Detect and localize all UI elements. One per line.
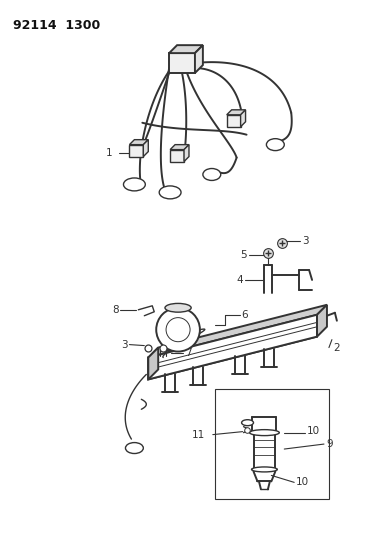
Text: 6: 6	[242, 310, 248, 320]
Ellipse shape	[266, 139, 284, 151]
Polygon shape	[129, 140, 148, 144]
Polygon shape	[227, 110, 246, 115]
Ellipse shape	[249, 430, 279, 435]
Polygon shape	[317, 305, 327, 337]
Ellipse shape	[242, 419, 254, 426]
Polygon shape	[148, 305, 327, 358]
Text: 8: 8	[112, 305, 119, 315]
Polygon shape	[148, 348, 158, 379]
Ellipse shape	[159, 186, 181, 199]
Polygon shape	[169, 53, 195, 73]
Polygon shape	[143, 140, 148, 157]
Text: 7: 7	[185, 348, 191, 358]
Text: 10: 10	[296, 478, 309, 487]
Polygon shape	[170, 150, 184, 161]
Polygon shape	[227, 115, 240, 127]
Circle shape	[156, 308, 200, 352]
Ellipse shape	[252, 467, 278, 472]
Polygon shape	[169, 45, 203, 53]
Text: 2: 2	[333, 343, 340, 352]
Polygon shape	[170, 144, 189, 150]
Polygon shape	[148, 315, 317, 379]
Text: 92114  1300: 92114 1300	[13, 19, 101, 33]
Ellipse shape	[123, 178, 145, 191]
Ellipse shape	[125, 442, 143, 454]
Text: 3: 3	[121, 340, 128, 350]
Text: 1: 1	[106, 148, 113, 158]
Text: 11: 11	[191, 430, 205, 440]
Polygon shape	[184, 144, 189, 161]
Polygon shape	[129, 144, 143, 157]
Text: 3: 3	[302, 236, 309, 246]
Polygon shape	[148, 315, 317, 379]
Text: 5: 5	[240, 250, 246, 260]
Polygon shape	[240, 110, 246, 127]
Text: 4: 4	[236, 275, 243, 285]
Polygon shape	[195, 45, 203, 73]
Text: 10: 10	[307, 426, 320, 435]
Text: 9: 9	[326, 439, 332, 449]
Ellipse shape	[203, 168, 221, 181]
Ellipse shape	[165, 303, 191, 312]
